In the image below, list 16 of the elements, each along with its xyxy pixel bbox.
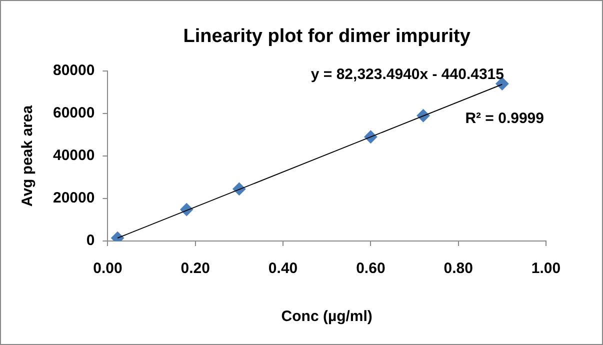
y-tick-label: 20000 xyxy=(52,190,95,207)
x-tick-label: 0.60 xyxy=(356,260,386,278)
y-tick-label: 80000 xyxy=(52,62,95,80)
x-tick-label: 0.00 xyxy=(93,260,122,278)
y-axis-title: Avg peak area xyxy=(19,104,36,207)
x-axis-title: Conc (µg/ml) xyxy=(281,308,372,326)
annotation: R² = 0.9999 xyxy=(465,110,544,128)
x-tick-label: 0.20 xyxy=(180,260,210,278)
x-tick-label: 1.00 xyxy=(531,260,561,278)
y-tick-label: 0 xyxy=(86,232,95,250)
x-tick-label: 0.80 xyxy=(444,260,473,278)
y-tick-label: 40000 xyxy=(52,147,95,164)
annotation: y = 82,323.4940x - 440.4315 xyxy=(310,66,504,84)
x-tick-label: 0.40 xyxy=(268,260,298,278)
chart-title: Linearity plot for dimer impurity xyxy=(183,26,471,48)
y-tick-label: 60000 xyxy=(52,104,95,122)
